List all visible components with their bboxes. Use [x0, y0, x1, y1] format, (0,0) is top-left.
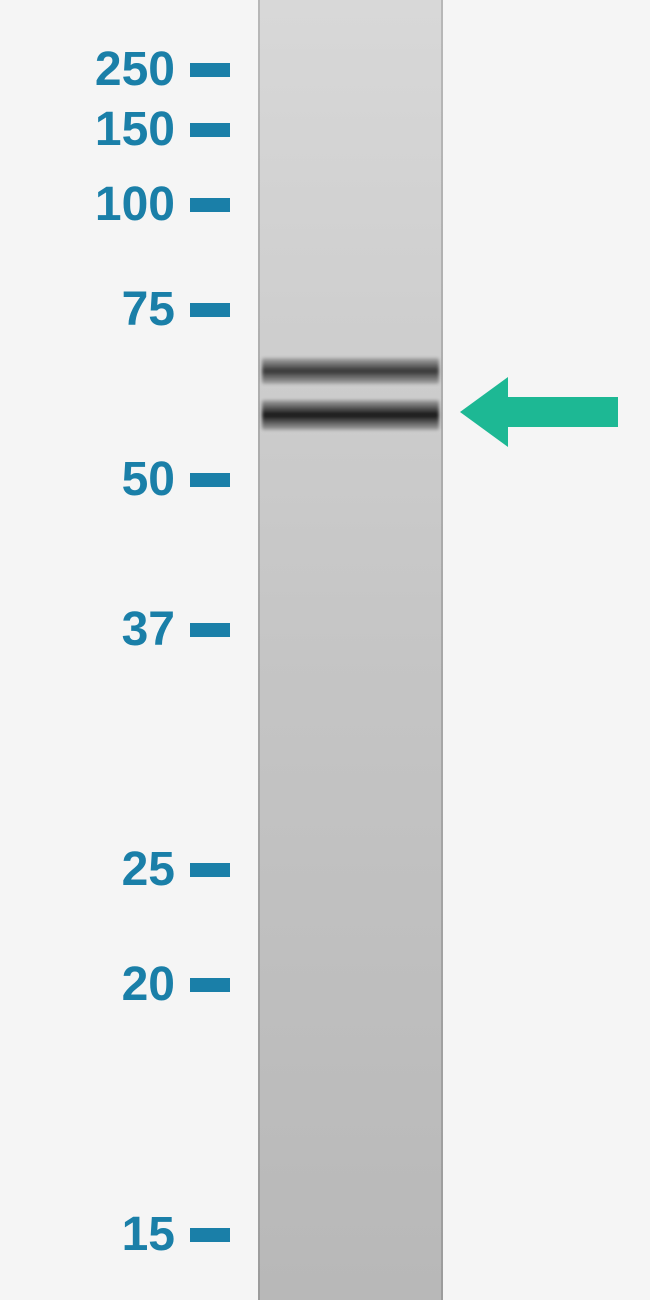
mw-marker-tick [190, 123, 230, 137]
mw-marker-tick [190, 1228, 230, 1242]
mw-marker-label: 25 [122, 842, 175, 897]
protein-band [262, 400, 439, 430]
mw-marker-tick [190, 863, 230, 877]
band-indicator-arrow [460, 377, 618, 447]
mw-marker-label: 20 [122, 957, 175, 1012]
mw-marker-tick [190, 303, 230, 317]
protein-band [262, 358, 439, 384]
mw-marker-label: 250 [95, 42, 175, 97]
mw-marker-label: 37 [122, 602, 175, 657]
mw-marker-tick [190, 978, 230, 992]
blot-lane [258, 0, 443, 1300]
mw-marker-tick [190, 198, 230, 212]
western-blot-figure: 250150 100 75 50 37 25 20 15 [0, 0, 650, 1300]
mw-marker-label: 75 [122, 282, 175, 337]
mw-marker-label: 150 [95, 102, 175, 157]
mw-marker-label: 100 [95, 177, 175, 232]
mw-marker-label: 15 [122, 1207, 175, 1262]
mw-marker-tick [190, 623, 230, 637]
mw-marker-tick [190, 63, 230, 77]
mw-marker-label: 50 [122, 452, 175, 507]
mw-marker-tick [190, 473, 230, 487]
